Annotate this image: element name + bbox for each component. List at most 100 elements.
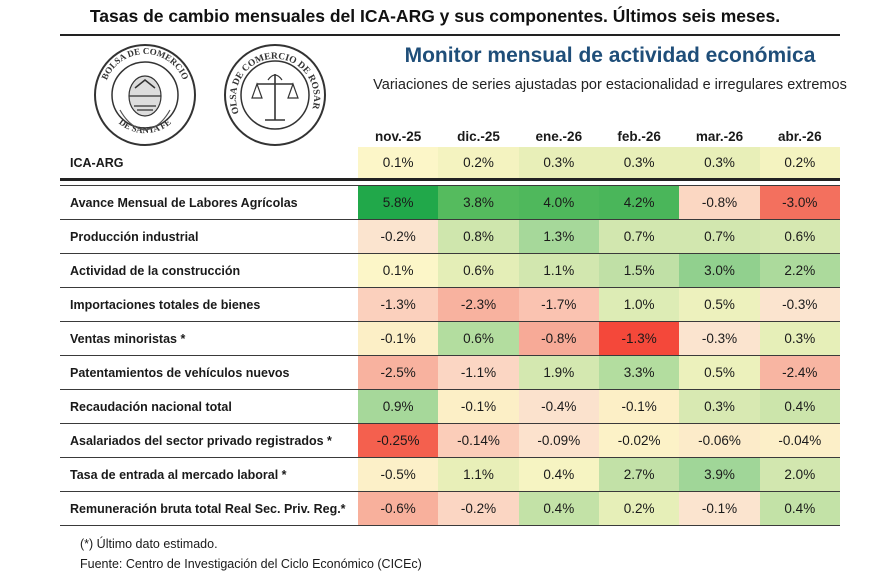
row-label: Actividad de la construcción <box>60 253 358 288</box>
value-cell: 0.4% <box>518 457 599 492</box>
value-cell: 2.7% <box>598 457 680 492</box>
value-cell: -0.2% <box>358 219 439 254</box>
value-cell: -0.09% <box>518 423 599 458</box>
value-cell: -0.14% <box>438 423 519 458</box>
value-cell: -0.4% <box>518 389 599 424</box>
value-cell: 1.0% <box>598 287 680 322</box>
column-header: dic.-25 <box>457 128 500 144</box>
value-cell: 4.0% <box>518 185 599 220</box>
bolsa-rosario-seal-icon: BOLSA DE COMERCIO DE ROSARIO <box>220 40 326 146</box>
separator-row <box>60 179 840 186</box>
monitor-title: Monitor mensual de actividad económica <box>404 44 816 67</box>
row-label: Asalariados del sector privado registrad… <box>60 423 358 458</box>
value-cell: 0.4% <box>518 491 599 526</box>
value-cell: 0.3% <box>679 147 760 181</box>
value-cell: -0.25% <box>358 423 439 458</box>
column-header: abr.-26 <box>778 128 822 144</box>
footnotes: (*) Último dato estimado. Fuente: Centro… <box>80 534 422 574</box>
table-row: Importaciones totales de bienes -1.3% -2.3… <box>60 287 840 322</box>
table-row: Asalariados del sector privado registrad… <box>60 423 840 458</box>
value-cell: 1.9% <box>518 355 599 390</box>
value-cell: -0.5% <box>358 457 439 492</box>
value-cell: 0.1% <box>358 253 439 288</box>
value-cell: -1.3% <box>358 287 439 322</box>
value-cell: -3.0% <box>759 185 840 220</box>
value-cell: 1.1% <box>518 253 599 288</box>
row-label: Tasa de entrada al mercado laboral * <box>60 457 358 492</box>
value-cell: 1.5% <box>598 253 680 288</box>
logos: BOLSA DE COMERCIO DE SANTA FE BOLSA DE C… <box>90 40 335 150</box>
value-cell: -2.4% <box>759 355 840 390</box>
table-row-ica: ICA-ARG 0.1% 0.2% 0.3% 0.3% 0.3% 0.2% <box>60 147 840 181</box>
column-header: mar.-26 <box>695 128 744 144</box>
value-cell: 0.6% <box>438 253 519 288</box>
value-cell: 3.3% <box>598 355 680 390</box>
value-cell: -0.2% <box>438 491 519 526</box>
value-cell: 0.5% <box>679 287 760 322</box>
row-label: Recaudación nacional total <box>60 389 358 424</box>
estimate-note: (*) Último dato estimado. <box>80 537 218 551</box>
value-cell: -0.1% <box>598 389 680 424</box>
title-divider <box>60 34 840 36</box>
value-cell: -0.04% <box>759 423 840 458</box>
table-row: Actividad de la construcción 0.1% 0.6% 1.1%… <box>60 253 840 288</box>
value-cell: -2.5% <box>358 355 439 390</box>
row-label: Remuneración bruta total Real Sec. Priv.… <box>60 491 358 526</box>
value-cell: 0.1% <box>358 147 439 181</box>
bolsa-santa-fe-seal-icon: BOLSA DE COMERCIO DE SANTA FE <box>94 44 196 146</box>
source-note: Fuente: Centro de Investigación del Cicl… <box>80 557 422 571</box>
table-header-row: nov.-25 dic.-25 ene.-26 feb.-26 mar.-26 … <box>60 125 840 147</box>
value-cell: -0.1% <box>438 389 519 424</box>
value-cell: -0.8% <box>518 321 599 356</box>
value-cell: -0.6% <box>358 491 439 526</box>
row-label: ICA-ARG <box>60 147 358 181</box>
value-cell: -0.02% <box>598 423 680 458</box>
column-header: ene.-26 <box>535 128 583 144</box>
label-column-header <box>60 125 358 147</box>
value-cell: -0.3% <box>679 321 760 356</box>
value-cell: 0.2% <box>598 491 680 526</box>
value-cell: 0.2% <box>759 147 840 181</box>
table-row: Producción industrial -0.2% 0.8% 1.3% 0.7% 0.… <box>60 219 840 254</box>
separator-cell <box>60 179 840 186</box>
value-cell: 0.3% <box>759 321 840 356</box>
row-label: Avance Mensual de Labores Agrícolas <box>60 185 358 220</box>
table-row: Recaudación nacional total 0.9% -0.1% -0.4%… <box>60 389 840 424</box>
value-cell: -0.8% <box>679 185 760 220</box>
value-cell: 4.2% <box>598 185 680 220</box>
row-label: Importaciones totales de bienes <box>60 287 358 322</box>
value-cell: -0.3% <box>759 287 840 322</box>
value-cell: -0.1% <box>679 491 760 526</box>
value-cell: 2.2% <box>759 253 840 288</box>
table-row: Ventas minoristas * -0.1% 0.6% -0.8% -1.3% -0… <box>60 321 840 356</box>
value-cell: 0.3% <box>518 147 599 181</box>
value-cell: 0.7% <box>598 219 680 254</box>
value-cell: 0.2% <box>438 147 519 181</box>
value-cell: 3.9% <box>679 457 760 492</box>
value-cell: 5.8% <box>358 185 439 220</box>
value-cell: 0.4% <box>759 389 840 424</box>
value-cell: 0.3% <box>679 389 760 424</box>
table-row: Remuneración bruta total Real Sec. Priv.… <box>60 491 840 526</box>
report-title: Tasas de cambio mensuales del ICA-ARG y … <box>89 6 781 26</box>
value-cell: 0.7% <box>679 219 760 254</box>
row-label: Ventas minoristas * <box>60 321 358 356</box>
value-cell: -2.3% <box>438 287 519 322</box>
row-label: Producción industrial <box>60 219 358 254</box>
value-cell: -1.7% <box>518 287 599 322</box>
value-cell: 2.0% <box>759 457 840 492</box>
value-cell: -0.06% <box>679 423 760 458</box>
value-cell: 3.0% <box>679 253 760 288</box>
table-row: Patentamientos de vehículos nuevos -2.5% -… <box>60 355 840 390</box>
value-cell: 0.4% <box>759 491 840 526</box>
table-row: Avance Mensual de Labores Agrícolas 5.8% 3… <box>60 185 840 220</box>
value-cell: 0.6% <box>438 321 519 356</box>
value-cell: -1.1% <box>438 355 519 390</box>
table-row: Tasa de entrada al mercado laboral * -0.5… <box>60 457 840 492</box>
value-cell: 0.5% <box>679 355 760 390</box>
column-header: feb.-26 <box>617 128 661 144</box>
activity-table: nov.-25 dic.-25 ene.-26 feb.-26 mar.-26 … <box>60 125 840 526</box>
value-cell: 0.8% <box>438 219 519 254</box>
value-cell: 1.3% <box>518 219 599 254</box>
row-label: Patentamientos de vehículos nuevos <box>60 355 358 390</box>
